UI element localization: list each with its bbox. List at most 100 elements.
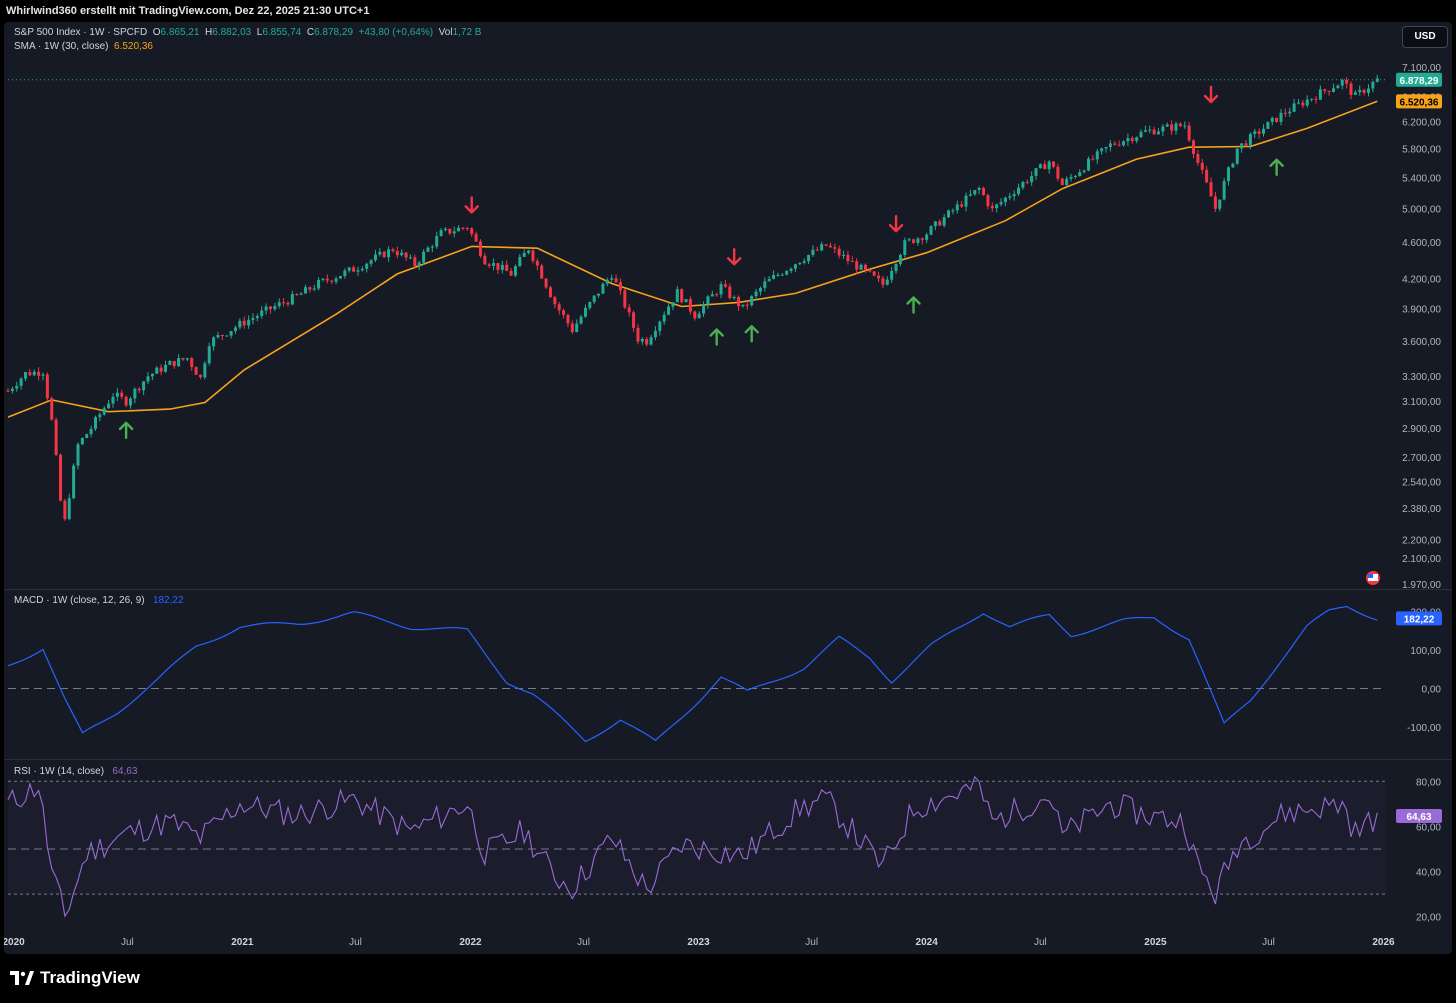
candle[interactable]: [798, 262, 802, 266]
candle[interactable]: [1021, 180, 1025, 190]
candle[interactable]: [772, 270, 776, 280]
candle[interactable]: [426, 245, 430, 253]
candle[interactable]: [1244, 140, 1248, 147]
candle[interactable]: [89, 425, 93, 438]
candle[interactable]: [242, 316, 246, 329]
candle[interactable]: [1178, 122, 1182, 128]
rsi-legend[interactable]: RSI · 1W (14, close) 64,63: [14, 766, 137, 777]
candle[interactable]: [251, 313, 255, 325]
candle[interactable]: [688, 296, 692, 315]
candle[interactable]: [1292, 98, 1296, 113]
candle[interactable]: [1139, 129, 1143, 139]
candle[interactable]: [680, 288, 684, 304]
candle[interactable]: [684, 298, 688, 303]
candle[interactable]: [1301, 99, 1305, 109]
candle[interactable]: [107, 399, 111, 409]
candle[interactable]: [1218, 199, 1222, 212]
candle[interactable]: [741, 304, 745, 308]
candle[interactable]: [474, 231, 478, 242]
candle[interactable]: [1227, 166, 1231, 186]
candle[interactable]: [1082, 169, 1086, 174]
candle[interactable]: [1073, 174, 1077, 179]
candle[interactable]: [290, 290, 294, 306]
candle[interactable]: [632, 310, 636, 332]
arrow-up-icon[interactable]: [709, 328, 724, 346]
candle[interactable]: [282, 298, 286, 307]
candle[interactable]: [1091, 155, 1095, 161]
sma-line[interactable]: [7, 100, 1378, 418]
candle[interactable]: [811, 245, 815, 257]
candle[interactable]: [15, 381, 19, 392]
candle[interactable]: [697, 311, 701, 319]
candle[interactable]: [343, 268, 347, 279]
arrow-down-icon[interactable]: [888, 214, 904, 233]
candle[interactable]: [1257, 128, 1261, 139]
arrow-down-icon[interactable]: [726, 248, 742, 266]
candle[interactable]: [317, 277, 321, 291]
candle[interactable]: [142, 380, 146, 396]
candle[interactable]: [159, 364, 163, 376]
rsi-line[interactable]: [7, 775, 1378, 918]
candle[interactable]: [76, 442, 80, 470]
candle[interactable]: [1025, 179, 1029, 185]
arrow-down-icon[interactable]: [464, 196, 479, 214]
candle[interactable]: [50, 396, 54, 421]
candle[interactable]: [1135, 136, 1139, 144]
arrow-up-icon[interactable]: [1269, 158, 1284, 176]
candle[interactable]: [23, 371, 27, 382]
candle[interactable]: [877, 271, 881, 283]
candle[interactable]: [636, 324, 640, 345]
sma-legend[interactable]: SMA · 1W (30, close) 6.520,36: [14, 41, 153, 52]
candle[interactable]: [960, 200, 964, 208]
candle[interactable]: [1266, 121, 1270, 130]
candle[interactable]: [1332, 83, 1336, 93]
candle[interactable]: [982, 186, 986, 196]
candle[interactable]: [1157, 128, 1161, 135]
candle[interactable]: [863, 263, 867, 273]
candle[interactable]: [247, 315, 251, 329]
candle[interactable]: [387, 246, 391, 262]
candle[interactable]: [916, 237, 920, 246]
candle[interactable]: [1314, 96, 1318, 104]
candle[interactable]: [229, 330, 233, 339]
candle[interactable]: [277, 298, 281, 309]
candle[interactable]: [513, 264, 517, 278]
candle[interactable]: [640, 337, 644, 345]
candle[interactable]: [10, 386, 14, 394]
candle[interactable]: [1152, 126, 1156, 135]
candle[interactable]: [973, 189, 977, 196]
candle[interactable]: [98, 412, 102, 422]
candle[interactable]: [1030, 171, 1034, 186]
candle[interactable]: [1017, 183, 1021, 197]
candle[interactable]: [395, 246, 399, 259]
candle[interactable]: [706, 294, 710, 309]
candle[interactable]: [37, 367, 41, 381]
candle[interactable]: [1117, 140, 1121, 147]
candle[interactable]: [465, 226, 469, 231]
candle[interactable]: [312, 284, 316, 292]
candle[interactable]: [767, 275, 771, 282]
candle[interactable]: [439, 228, 443, 237]
candle[interactable]: [1248, 132, 1252, 150]
candle[interactable]: [45, 372, 49, 401]
candle[interactable]: [1143, 125, 1147, 133]
candle[interactable]: [1122, 140, 1126, 147]
candle[interactable]: [614, 274, 618, 283]
candle[interactable]: [1297, 99, 1301, 105]
candle[interactable]: [1148, 125, 1152, 134]
candle[interactable]: [1231, 162, 1235, 169]
candle[interactable]: [496, 263, 500, 274]
candle[interactable]: [1174, 121, 1178, 135]
candle[interactable]: [422, 249, 426, 266]
candle[interactable]: [837, 245, 841, 259]
candle[interactable]: [181, 357, 185, 361]
candle[interactable]: [649, 334, 653, 346]
candle[interactable]: [325, 274, 329, 284]
candle[interactable]: [137, 387, 141, 394]
candle[interactable]: [675, 285, 679, 303]
candle[interactable]: [1375, 74, 1379, 83]
candle[interactable]: [365, 262, 369, 273]
candle[interactable]: [828, 242, 832, 249]
candle[interactable]: [400, 249, 404, 257]
candle[interactable]: [1362, 88, 1366, 96]
